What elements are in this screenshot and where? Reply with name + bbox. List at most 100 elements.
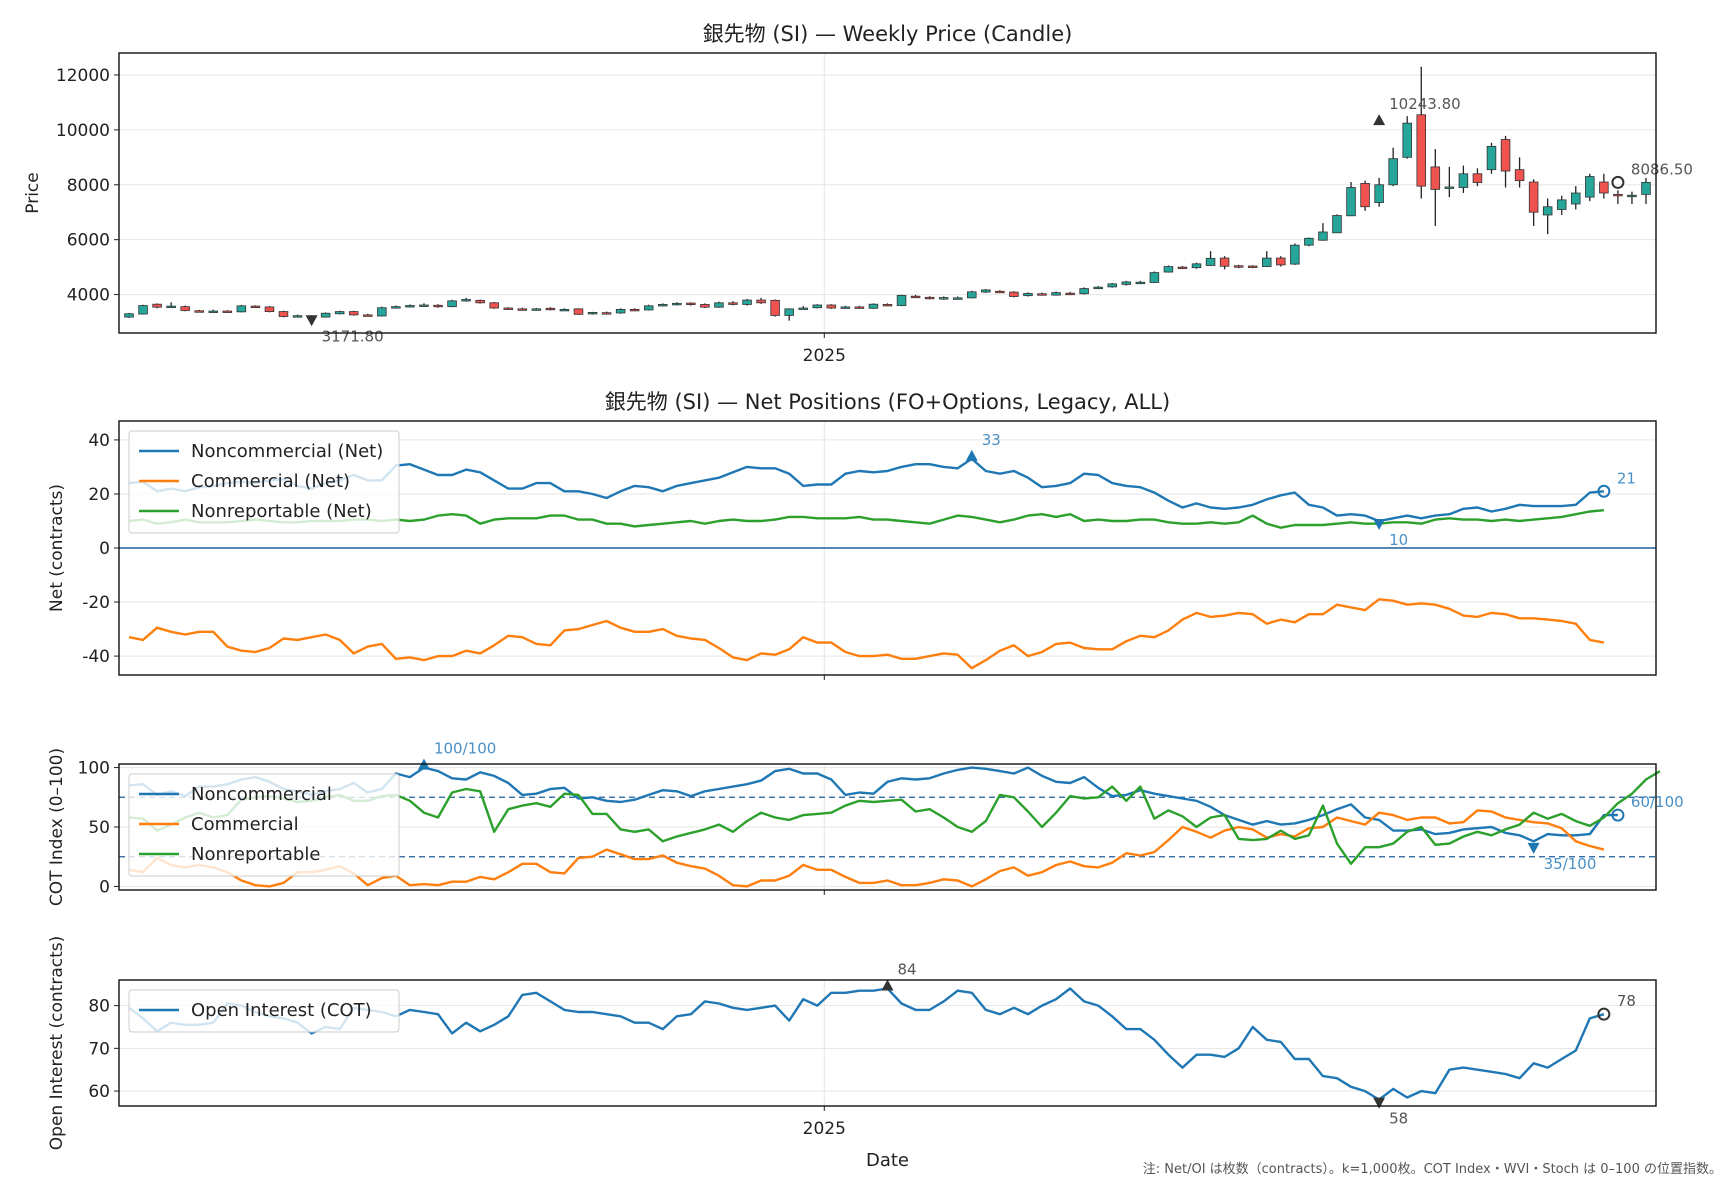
candle-body (1542, 206, 1553, 216)
legend-label: Commercial (Net) (191, 471, 350, 492)
y-tick-label: 100 (78, 759, 110, 779)
candle-body (1472, 173, 1483, 183)
candle-body (1121, 281, 1132, 285)
candle-body (882, 304, 893, 307)
candle-body (559, 308, 570, 312)
last-value-marker (1597, 484, 1611, 498)
candle-body (868, 303, 879, 309)
y-tick-label: 12000 (56, 66, 110, 86)
annotation-label: 78 (1617, 992, 1636, 1010)
legend-label: Nonreportable (191, 844, 320, 865)
peak-marker (1373, 114, 1386, 126)
candle-body (1233, 265, 1244, 268)
candle-body (1585, 176, 1595, 198)
legend-box (128, 773, 400, 877)
y-tick-label: 0 (99, 539, 110, 559)
candle-body (658, 304, 668, 307)
y-tick-label: 8000 (67, 176, 110, 196)
candle-body (1191, 263, 1202, 269)
candle-body (1205, 257, 1216, 266)
y-tick-label: 40 (88, 431, 110, 451)
x-tick-label: 2025 (803, 1119, 846, 1139)
chart-title: 銀先物 (SI) — Net Positions (FO+Options, Le… (605, 390, 1170, 414)
panel-3: COT Index (0–100) 0 50 100 100/100 35/100 60/1… (47, 740, 1684, 907)
candle-body (250, 305, 261, 308)
candle-body (1276, 257, 1286, 266)
candle-body (433, 304, 443, 308)
y-tick-label: 0 (99, 877, 110, 897)
candle-body (1346, 187, 1356, 217)
candle-body (967, 291, 977, 299)
y-tick-label: 20 (88, 485, 110, 505)
candle-body (531, 308, 542, 311)
candle-body (461, 299, 471, 302)
candle-body (1318, 231, 1328, 241)
y-tick-label: 6000 (67, 231, 110, 251)
annotation-label: 10243.80 (1389, 95, 1461, 113)
candle-body (1219, 257, 1230, 267)
candle-body (1556, 199, 1567, 210)
legend-label: Noncommercial (Net) (191, 441, 383, 462)
candle-body (826, 304, 837, 309)
annotation-label: 100/100 (434, 740, 496, 758)
candle-body (1528, 181, 1539, 213)
footnote: 注: Net/OI は枚数（contracts）。k=1,000枚。COT In… (1143, 1162, 1722, 1177)
candle-body (1388, 158, 1398, 186)
annotation-label: 33 (982, 431, 1001, 449)
candle-body (1079, 288, 1089, 295)
annotation-label: 60/100 (1631, 793, 1684, 811)
candle-body (770, 299, 780, 316)
legend-label: Nonreportable (Net) (191, 501, 372, 522)
candle-body (1107, 283, 1117, 288)
y-tick-label: 50 (88, 818, 110, 838)
candle-body (419, 304, 429, 307)
candle-body (391, 306, 401, 309)
candle-body (1500, 139, 1511, 172)
panel-1: 銀先物 (SI) — Weekly Price (Candle) Price 400… (23, 22, 1693, 345)
last-value-marker (1611, 808, 1625, 822)
candle-body (1360, 182, 1370, 208)
candle-body (1261, 257, 1272, 267)
legend-box (128, 989, 400, 1033)
candle-body (1065, 292, 1075, 296)
candle-body (180, 306, 190, 311)
y-tick-label: 4000 (67, 286, 110, 306)
candle-body (910, 295, 921, 299)
annotation-label: 84 (898, 961, 917, 979)
peak-marker (881, 979, 894, 991)
annotation-label: 3171.80 (322, 327, 384, 345)
candle-body (1135, 281, 1146, 285)
candle-body (1177, 266, 1188, 270)
candle-body (124, 313, 134, 318)
candle-body (728, 302, 738, 305)
candle-body (938, 297, 949, 300)
annotation-label: 10 (1389, 531, 1408, 549)
last-value-marker (1597, 1007, 1611, 1021)
candle-body (672, 302, 682, 306)
y-axis-label: COT Index (0–100) (47, 748, 67, 906)
candle-body (348, 311, 359, 316)
candle-body (1163, 266, 1174, 273)
candle-body (1458, 173, 1469, 188)
candle-body (1037, 293, 1047, 296)
candle-body (222, 310, 233, 313)
trough-marker (1527, 842, 1540, 854)
candle-body (1599, 181, 1609, 194)
series-line (128, 598, 1605, 670)
candle-body (686, 302, 696, 305)
legend-label: Commercial (191, 814, 299, 835)
legend: Noncommercial Commercial Nonreportable (128, 773, 400, 877)
candle-body (503, 307, 514, 310)
candle-body (1416, 114, 1427, 187)
legend: Open Interest (COT) (128, 989, 400, 1033)
annotation-label: 58 (1389, 1110, 1408, 1128)
candle-body (812, 304, 823, 309)
legend: Noncommercial (Net) Commercial (Net) Nonre… (128, 430, 400, 534)
candle-body (363, 314, 373, 317)
candle-body (714, 302, 724, 308)
candle-body (1332, 215, 1342, 234)
candle-body (854, 306, 865, 309)
candle-body (981, 289, 991, 293)
candle-body (475, 299, 485, 304)
